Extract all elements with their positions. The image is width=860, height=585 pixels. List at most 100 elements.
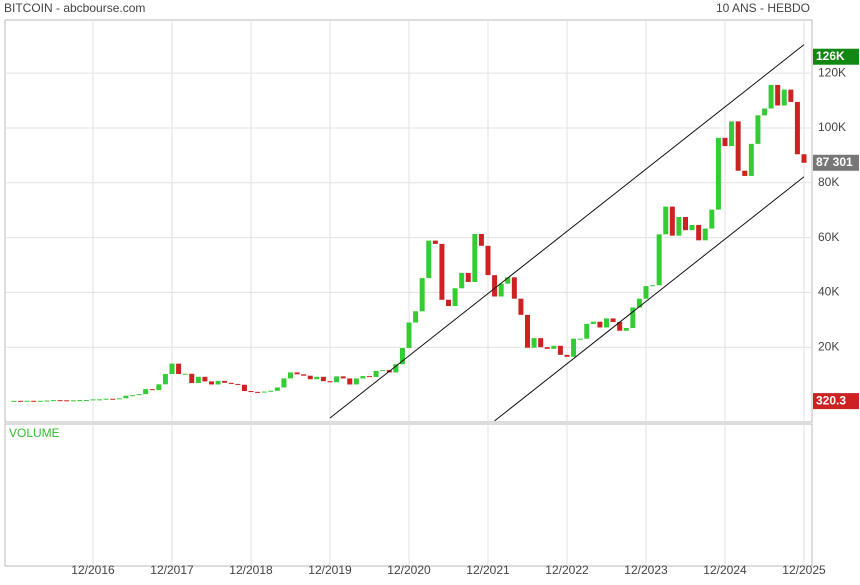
candle: [169, 363, 175, 375]
candle: [83, 399, 89, 401]
candle: [97, 399, 103, 401]
candle: [367, 376, 372, 378]
candle: [709, 209, 715, 229]
candle: [353, 378, 359, 385]
candle: [511, 277, 517, 299]
candle: [801, 154, 807, 163]
candle: [794, 101, 800, 155]
candle: [643, 286, 649, 299]
candle: [426, 240, 432, 279]
candle: [571, 338, 577, 357]
candle: [248, 391, 254, 393]
candle: [261, 391, 267, 393]
trend-line: [329, 44, 805, 419]
candle: [452, 288, 458, 307]
candle: [70, 400, 76, 402]
candle: [406, 322, 412, 349]
candle: [31, 400, 37, 402]
candle: [235, 383, 241, 385]
candle: [228, 382, 234, 384]
candle: [432, 240, 438, 244]
chart-title: BITCOIN - abcbourse.com: [4, 1, 145, 15]
candle: [742, 170, 748, 176]
y-tick-label: 20K: [818, 339, 839, 353]
candle: [44, 400, 50, 402]
candle: [525, 314, 530, 348]
y-tick-label: 80K: [818, 175, 839, 189]
x-tick-label: 12/2025: [782, 563, 826, 577]
candle: [775, 84, 781, 106]
candle: [551, 345, 557, 349]
candle: [472, 234, 478, 282]
candle: [64, 400, 70, 402]
candle: [610, 318, 616, 322]
y-tick-label: 100K: [818, 120, 846, 134]
candle: [729, 121, 735, 147]
candle: [222, 380, 228, 383]
candle: [768, 84, 774, 109]
candle: [307, 375, 313, 380]
candle: [722, 137, 728, 147]
candle: [439, 243, 445, 300]
candle: [373, 370, 379, 377]
candle: [617, 321, 623, 331]
candle: [656, 234, 662, 286]
candle: [130, 395, 135, 397]
trend-line: [494, 176, 805, 422]
candle: [281, 378, 287, 388]
candle: [182, 373, 188, 375]
candle: [419, 278, 425, 312]
candle: [702, 228, 708, 241]
candle: [755, 115, 761, 144]
x-tick-label: 12/2024: [703, 563, 747, 577]
x-tick-label: 12/2022: [545, 563, 589, 577]
candle: [241, 384, 247, 392]
candle: [564, 354, 570, 357]
candle: [90, 399, 96, 401]
candle: [77, 400, 83, 402]
price-marker-label: 320.3: [816, 393, 846, 407]
candle: [24, 400, 30, 402]
candle: [116, 398, 122, 400]
candle: [136, 394, 142, 396]
candle: [748, 143, 754, 176]
candle: [314, 376, 320, 380]
y-tick-label: 60K: [818, 230, 839, 244]
candle: [590, 321, 596, 324]
y-tick-label: 120K: [818, 65, 846, 79]
candle: [650, 285, 656, 287]
candle: [518, 298, 524, 315]
candle: [327, 381, 333, 383]
candle: [584, 323, 590, 339]
candle: [492, 275, 498, 297]
price-marker-label: 87 301: [816, 155, 853, 169]
candle: [57, 400, 63, 402]
candle: [663, 206, 669, 235]
candle: [715, 137, 721, 210]
candle: [334, 376, 340, 383]
candle: [162, 374, 168, 385]
x-tick-label: 12/2018: [229, 563, 273, 577]
candle: [18, 400, 24, 402]
candle: [202, 376, 208, 382]
candle: [215, 380, 221, 385]
candle: [683, 217, 688, 231]
candle: [413, 311, 419, 323]
x-tick-label: 12/2019: [308, 563, 352, 577]
x-tick-label: 12/2021: [466, 563, 510, 577]
candle: [696, 224, 702, 241]
candle: [255, 391, 261, 393]
candle: [110, 398, 116, 400]
price-marker: [813, 48, 859, 65]
candle: [209, 381, 214, 385]
y-tick-label: 40K: [818, 285, 839, 299]
price-marker-label: 126K: [816, 49, 845, 63]
candle: [577, 338, 583, 340]
candle: [557, 345, 563, 355]
candle: [103, 398, 109, 400]
candle: [636, 298, 642, 308]
candle: [294, 372, 300, 375]
candle: [446, 299, 451, 307]
